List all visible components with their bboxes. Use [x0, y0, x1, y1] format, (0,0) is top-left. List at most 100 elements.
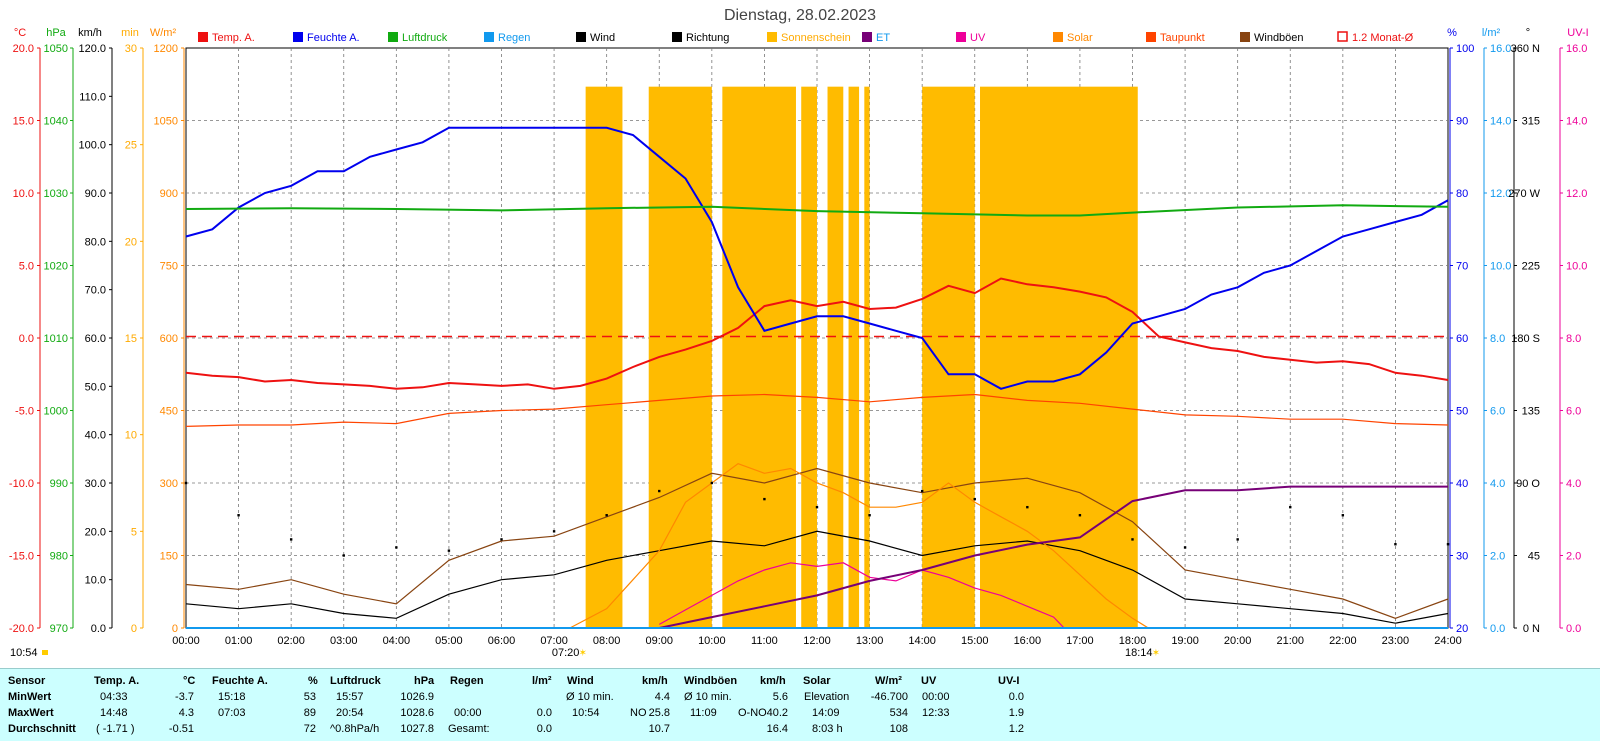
min-hum-value: 53 [303, 691, 316, 703]
avg-rain-label: Gesamt: [448, 723, 490, 735]
right-axis-tick-label: 6.0 [1490, 406, 1505, 418]
right-axis-tick-label: 16.0 [1566, 43, 1587, 55]
x-tick-label: 09:00 [645, 635, 673, 647]
legend-label-4: Wind [590, 32, 615, 44]
left-axis-tick-label: -20.0 [9, 623, 34, 635]
min-hum-time: 15:18 [218, 691, 246, 703]
series-line-uv [659, 562, 1065, 629]
left-axis-tick-label: 0.0 [19, 333, 34, 345]
right-axis-tick-label: 0.0 [1566, 623, 1581, 635]
avg-gust-value: 16.4 [766, 723, 788, 735]
x-tick-label: 03:00 [330, 635, 358, 647]
right-axis-tick-label: 60 [1456, 333, 1468, 345]
x-tick-label: 19:00 [1171, 635, 1199, 647]
legend-swatch-10 [1146, 32, 1156, 42]
right-axis-tick-label: 90 [1456, 116, 1468, 128]
weather-chart: Dienstag, 28.02.2023 Temp. A. Feuchte A. Lu… [9, 7, 1589, 659]
x-tick-label: 18:00 [1119, 635, 1147, 647]
hdr-solar: Solar [803, 675, 831, 687]
max-hum-value: 89 [303, 707, 316, 719]
min-solar-label: Elevation [804, 691, 850, 703]
direction-point [552, 530, 556, 533]
min-gust-value: 5.6 [772, 691, 788, 703]
right-axis-tick-label: 12.0 [1490, 188, 1511, 200]
right-axis-tick-label: 90 O [1516, 478, 1540, 490]
x-tick-label: 00:00 [172, 635, 200, 647]
x-tick-label: 22:00 [1329, 635, 1357, 647]
right-axis-tick-label: 2.0 [1490, 551, 1505, 563]
right-axis-tick-label: 4.0 [1566, 478, 1581, 490]
x-tick-label: 23:00 [1382, 635, 1410, 647]
direction-point [1078, 514, 1082, 517]
max-press-time: 20:54 [336, 707, 364, 719]
right-axis-tick-label: 135 [1522, 406, 1540, 418]
x-tick-label: 06:00 [488, 635, 516, 647]
min-press-time: 15:57 [336, 691, 364, 703]
avg-press-value: 1027.8 [400, 723, 434, 735]
avg-rain-value: 0.0 [536, 723, 552, 735]
left-axis-tick-label: 100.0 [78, 140, 106, 152]
left-axis-tick-label: 750 [160, 261, 178, 273]
legend-label-5: Richtung [686, 32, 729, 44]
series-line-et [659, 485, 1448, 629]
left-axis-tick-label: 1020 [44, 261, 68, 273]
legend-swatch-12 [1337, 31, 1348, 42]
series-line-taupunkt [185, 393, 1449, 427]
direction-point [1236, 538, 1239, 541]
left-axis-tick-label: -10.0 [9, 478, 34, 490]
hdr-hum-unit: % [308, 675, 318, 687]
min-wind-value: 4.4 [654, 691, 670, 703]
sunshine-bar [801, 86, 817, 628]
x-tick-label: 01:00 [225, 635, 253, 647]
direction-point [342, 554, 345, 557]
avg-solar-value: 108 [889, 723, 908, 735]
left-axis-tick-label: 150 [160, 551, 178, 563]
x-tick-label: 05:00 [435, 635, 463, 647]
hdr-hum: Feuchte A. [212, 675, 268, 687]
legend-label-10: Taupunkt [1160, 32, 1205, 44]
left-axis-tick-label: 10.0 [13, 188, 34, 200]
max-press-value: 1028.6 [400, 707, 434, 719]
direction-point [447, 549, 451, 552]
left-axis-tick-label: 990 [50, 478, 68, 490]
direction-point [1446, 543, 1450, 546]
min-uv-value: 0.0 [1008, 691, 1024, 703]
avg-solar-hours: 8:03 h [812, 723, 843, 735]
left-axis-tick-label: 5.0 [19, 261, 34, 273]
sunshine-bar [864, 86, 870, 628]
hdr-temp-unit: °C [183, 675, 196, 687]
left-axis-tick-label: 900 [160, 188, 178, 200]
hdr-sensor: Sensor [8, 675, 46, 687]
legend-label-12: 1.2 Monat-Ø [1352, 32, 1414, 44]
legend-label-11: Windböen [1254, 32, 1304, 44]
sunrise-label: 07:20 [552, 647, 580, 659]
right-axis-tick-label: 4.0 [1490, 478, 1505, 490]
legend-swatch-5 [672, 32, 682, 42]
hdr-wind: Wind [567, 675, 594, 687]
min-uv-time: 00:00 [922, 691, 950, 703]
left-axis-tick-label: 15.0 [13, 116, 34, 128]
left-axis-tick-label: 600 [160, 333, 178, 345]
sunshine-bar [585, 86, 623, 628]
right-axis-tick-label: 0.0 [1490, 623, 1505, 635]
max-uv-value: 1.9 [1008, 707, 1024, 719]
max-solar-value: 534 [889, 707, 908, 719]
sunset-label: 18:14 [1125, 647, 1153, 659]
direction-point [920, 489, 924, 493]
left-axis-tick-label: 1050 [44, 43, 68, 55]
sunshine-bar [827, 86, 844, 628]
legend-swatch-9 [1053, 32, 1063, 42]
direction-point [1341, 514, 1345, 517]
left-axis-tick-label: 20.0 [85, 526, 106, 538]
hdr-wind-unit: km/h [642, 675, 668, 687]
x-tick-label: 24:00 [1434, 635, 1462, 647]
right-axis-tick-label: 50 [1456, 406, 1468, 418]
left-axis-tick-label: 80.0 [85, 236, 106, 248]
legend-label-8: UV [970, 32, 986, 44]
legend-label-3: Regen [498, 32, 530, 44]
left-axis-tick-label: 10.0 [85, 575, 106, 587]
hdr-uv-unit: UV-I [998, 675, 1020, 687]
right-axis-unit-3: UV-I [1567, 27, 1588, 39]
right-axis-tick-label: 360 N [1511, 43, 1540, 55]
right-axis-tick-label: 14.0 [1566, 116, 1587, 128]
